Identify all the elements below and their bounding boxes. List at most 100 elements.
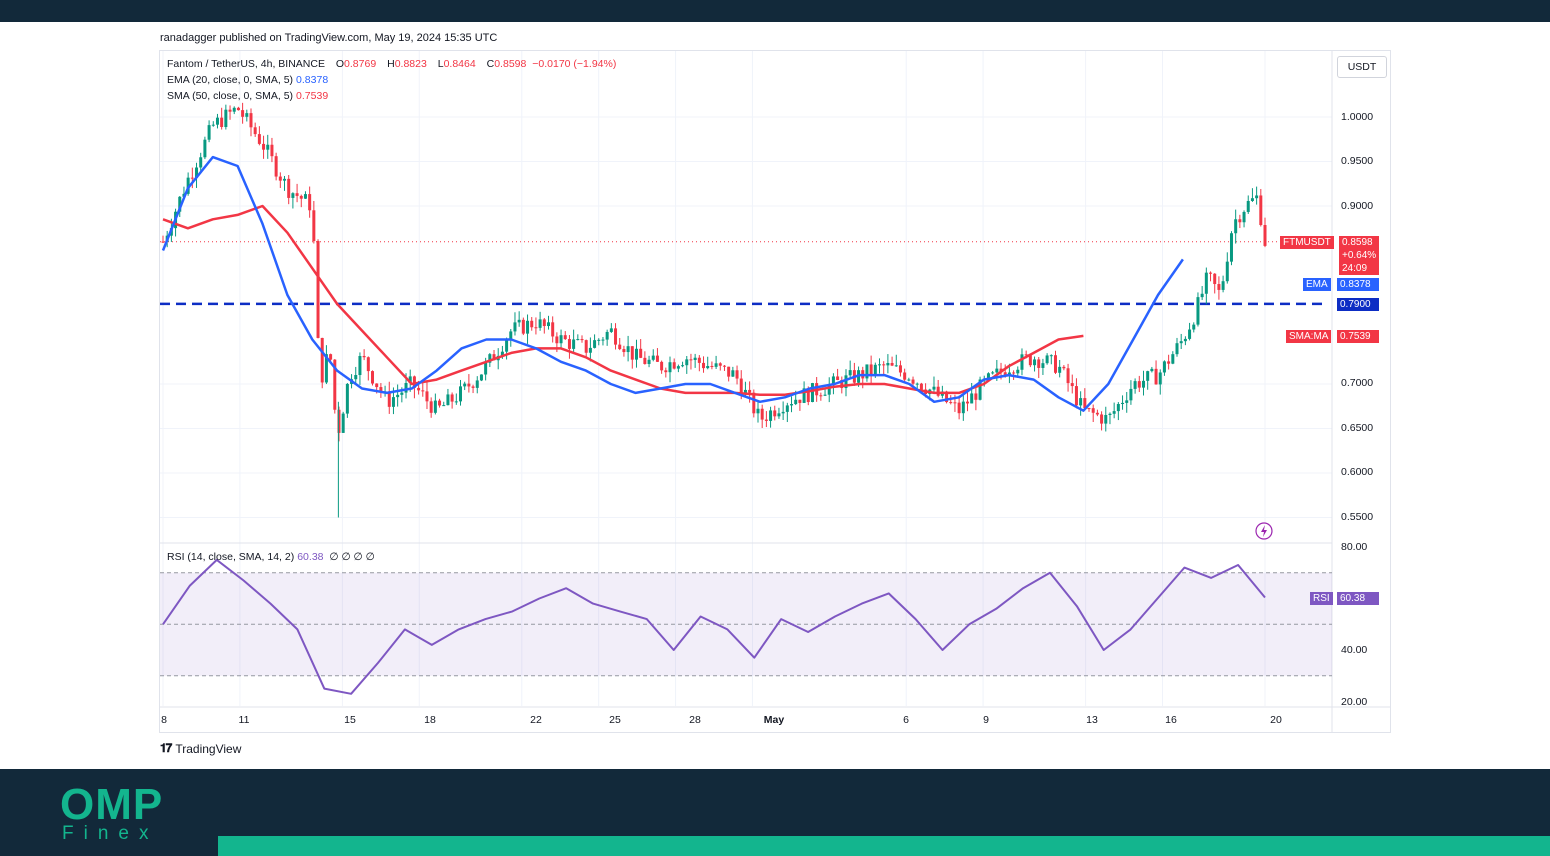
candle-body <box>1179 341 1183 344</box>
ema-tag-value: 0.8378 <box>1337 278 1379 291</box>
candle-body <box>848 370 852 376</box>
candle-body <box>731 370 735 377</box>
candle-body <box>262 143 266 150</box>
candle-body <box>651 355 655 360</box>
candle-body <box>702 362 706 369</box>
candle-body <box>303 194 307 199</box>
candle-body <box>274 156 278 177</box>
candle-body <box>710 365 714 367</box>
candle-body <box>417 387 421 391</box>
candle-body <box>643 357 647 364</box>
candle-body <box>329 354 333 360</box>
candle-body <box>362 356 366 358</box>
candle-body <box>869 364 873 375</box>
candle-body <box>337 409 341 433</box>
candle-body <box>199 157 203 168</box>
candle-body <box>752 392 756 414</box>
candle-body <box>555 336 559 344</box>
candle-body <box>479 374 483 381</box>
candle-body <box>781 411 785 414</box>
candle-body <box>161 241 165 243</box>
candle-body <box>391 397 395 407</box>
candle-body <box>291 193 295 198</box>
candle-body <box>1121 402 1125 405</box>
candle-body <box>396 394 400 398</box>
change-value: −0.0170 (−1.94%) <box>532 58 617 70</box>
low-value: 0.8464 <box>443 58 476 70</box>
candle-body <box>932 386 936 390</box>
candle-body <box>429 401 433 413</box>
candle-body <box>1246 200 1250 212</box>
rsi-tag-label: RSI <box>1310 592 1333 605</box>
candle-body <box>1129 388 1133 401</box>
tradingview-logo-icon: 𝟏𝟕 <box>160 741 172 755</box>
ema-legend-value: 0.8378 <box>296 74 329 86</box>
candle-body <box>676 366 680 369</box>
candle-body <box>886 362 890 366</box>
low-label: L <box>437 58 444 70</box>
candle-body <box>324 354 328 383</box>
candle-body <box>400 392 404 395</box>
candle-body <box>333 359 337 410</box>
candle-body <box>756 408 760 414</box>
candle-body <box>1162 361 1166 373</box>
candle-body <box>500 351 504 356</box>
candle-body <box>681 365 685 367</box>
candle-body <box>341 413 345 433</box>
rsi-legend-value: 60.38 <box>297 551 324 563</box>
current-price-tag: 0.8598 +0.64% 24:09 <box>1339 236 1379 275</box>
candle-body <box>538 319 542 328</box>
candle-body <box>798 399 802 403</box>
candle-body <box>722 365 726 367</box>
candle-body <box>295 193 299 196</box>
date-tick: 15 <box>344 714 356 726</box>
sma-legend[interactable]: SMA (50, close, 0, SMA, 5) 0.7539 <box>167 90 328 102</box>
high-label: H <box>387 58 395 70</box>
candle-body <box>236 107 240 111</box>
candle-body <box>1125 400 1129 403</box>
candle-body <box>421 390 425 392</box>
ema-legend[interactable]: EMA (20, close, 0, SMA, 5) 0.8378 <box>167 74 328 86</box>
candle-body <box>492 354 496 361</box>
tradingview-footer[interactable]: 𝟏𝟕 TradingView <box>160 741 241 756</box>
candle-body <box>1229 233 1233 262</box>
candle-body <box>1183 338 1187 342</box>
candle-body <box>810 383 814 403</box>
candle-body <box>488 354 492 363</box>
candle-body <box>764 419 768 421</box>
candle-body <box>1250 198 1254 201</box>
candle-body <box>1062 366 1066 369</box>
candle-body <box>257 134 261 144</box>
symbol-price-tag: FTMUSDT <box>1280 236 1334 249</box>
candle-body <box>463 383 467 387</box>
candle-body <box>936 386 940 396</box>
rsi-tick: 40.00 <box>1341 644 1368 656</box>
sma-legend-label: SMA (50, close, 0, SMA, 5) <box>167 90 294 102</box>
candle-body <box>1146 371 1150 381</box>
candle-body <box>203 139 207 158</box>
candle-body <box>1012 372 1016 374</box>
candle-body <box>714 363 718 367</box>
candle-body <box>1133 381 1137 389</box>
currency-button[interactable]: USDT <box>1337 56 1387 78</box>
rsi-legend[interactable]: RSI (14, close, SMA, 14, 2) 60.38 ∅ ∅ ∅ ∅ <box>167 551 375 563</box>
current-price-value: 0.8598 <box>1342 237 1373 248</box>
candle-body <box>827 384 831 395</box>
date-tick: 8 <box>161 714 167 726</box>
candle-body <box>215 117 219 125</box>
candle-body <box>521 319 525 334</box>
candle-body <box>534 327 538 329</box>
candle-body <box>1175 343 1179 355</box>
finex-logo-text: Finex <box>62 823 159 844</box>
candle-body <box>584 340 588 353</box>
candle-body <box>819 395 823 397</box>
candle-body <box>953 402 957 404</box>
candle-body <box>609 328 613 332</box>
candle-body <box>1196 297 1200 325</box>
candle-body <box>425 391 429 402</box>
candle-body <box>1074 386 1078 406</box>
candle-body <box>1049 355 1053 357</box>
price-tick: 0.9500 <box>1341 155 1374 167</box>
candle-body <box>831 376 835 385</box>
